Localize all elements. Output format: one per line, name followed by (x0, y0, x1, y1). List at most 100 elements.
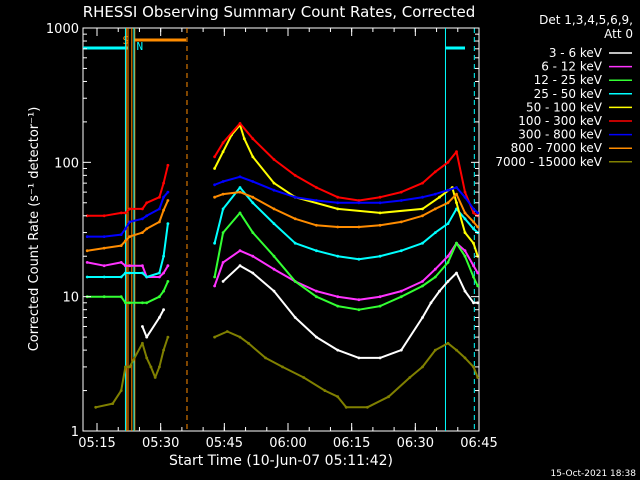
series-line (87, 223, 169, 278)
data-point (158, 271, 161, 275)
data-point (145, 356, 149, 360)
data-point (221, 141, 225, 145)
legend-entry-label: 50 - 100 keV (526, 100, 603, 114)
data-point (119, 233, 123, 237)
data-point (387, 395, 390, 399)
data-point (463, 217, 467, 221)
data-point (251, 201, 255, 205)
series-line (213, 122, 479, 217)
data-point (463, 195, 467, 199)
data-point (463, 289, 467, 293)
x-tick-label: 06:00 (269, 436, 306, 451)
data-point (166, 163, 170, 167)
data-point (446, 201, 450, 205)
data-point (476, 376, 480, 379)
data-point (357, 308, 361, 312)
data-point (166, 199, 170, 202)
data-point (238, 122, 242, 125)
data-point (158, 365, 161, 369)
data-point (408, 376, 412, 379)
series-line (87, 165, 169, 217)
data-point (128, 235, 132, 239)
data-point (166, 280, 170, 283)
data-point (472, 211, 475, 215)
series-line (87, 191, 169, 238)
chart-title: RHESSI Observing Summary Count Rates, Co… (83, 3, 476, 21)
data-point (124, 227, 127, 231)
data-point (472, 207, 475, 211)
data-point (221, 280, 225, 283)
series-line (222, 264, 478, 359)
data-point (102, 246, 106, 250)
data-point (421, 284, 424, 288)
data-point (111, 402, 115, 405)
data-point (433, 231, 437, 235)
x-tick-label: 05:15 (78, 436, 115, 451)
data-point (293, 174, 297, 177)
data-point (433, 348, 437, 352)
data-point (472, 220, 475, 224)
data-point (85, 235, 89, 239)
data-point (323, 389, 327, 392)
series-line (141, 309, 165, 339)
data-point (158, 295, 161, 299)
data-point (446, 341, 450, 345)
data-point (128, 220, 132, 224)
legend-entry-label: 3 - 6 keV (549, 46, 603, 60)
data-point (472, 301, 475, 305)
axes: 1 10 100 1000 05:15 05:30 05:45 06:00 06:15 06:30… (46, 22, 498, 451)
flag-label-n: N (136, 40, 143, 53)
data-point (272, 289, 276, 293)
data-point (421, 365, 424, 369)
data-point (162, 348, 166, 352)
data-point (366, 405, 369, 409)
data-point (272, 267, 276, 271)
data-point (433, 192, 437, 196)
data-point (119, 389, 123, 392)
data-point (336, 295, 340, 299)
data-point (158, 316, 161, 319)
data-point (293, 195, 297, 199)
data-point (119, 211, 123, 215)
x-tick-label: 05:30 (142, 436, 179, 451)
data-point (213, 335, 217, 339)
y-tick-label: 10 (62, 291, 79, 306)
data-point (336, 395, 340, 399)
plot-area (82, 27, 480, 432)
data-point (145, 275, 149, 279)
data-point (378, 223, 382, 227)
data-point (336, 201, 340, 205)
data-point (336, 304, 340, 308)
data-point (344, 405, 348, 409)
legend-entry-label: 300 - 800 keV (518, 128, 602, 142)
data-point (315, 335, 318, 339)
data-point (213, 155, 217, 159)
data-point (128, 271, 132, 275)
timestamp: 15-Oct-2021 18:38 (551, 469, 637, 479)
data-point (162, 195, 166, 199)
data-point (221, 231, 225, 235)
data-point (158, 207, 161, 211)
data-point (221, 150, 225, 154)
data-point (378, 195, 382, 199)
data-point (238, 190, 242, 194)
data-point (421, 214, 424, 218)
data-point (336, 207, 340, 211)
data-point (357, 257, 361, 261)
series-5 (85, 122, 480, 218)
data-point (119, 275, 123, 279)
data-point (251, 155, 255, 159)
series-line (213, 211, 479, 311)
data-point (162, 271, 166, 275)
data-point (463, 211, 467, 215)
data-point (149, 365, 153, 369)
data-point (141, 301, 144, 305)
data-point (455, 186, 458, 189)
data-point (85, 261, 89, 264)
data-point (315, 223, 318, 227)
data-point (162, 289, 166, 293)
data-point (421, 195, 424, 199)
data-point (158, 195, 161, 199)
data-point (455, 271, 458, 275)
data-point (264, 356, 267, 360)
